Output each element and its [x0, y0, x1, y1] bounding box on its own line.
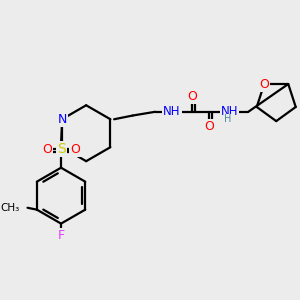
- Text: N: N: [57, 113, 67, 126]
- Text: O: O: [42, 142, 52, 156]
- Text: CH₃: CH₃: [1, 203, 20, 213]
- Text: S: S: [57, 142, 65, 156]
- Text: F: F: [58, 229, 64, 242]
- Text: NH: NH: [163, 105, 181, 118]
- Text: NH: NH: [221, 105, 238, 118]
- Text: O: O: [259, 77, 269, 91]
- Text: O: O: [188, 90, 197, 104]
- Text: O: O: [70, 142, 80, 156]
- Text: H: H: [224, 114, 232, 124]
- Text: O: O: [204, 120, 214, 133]
